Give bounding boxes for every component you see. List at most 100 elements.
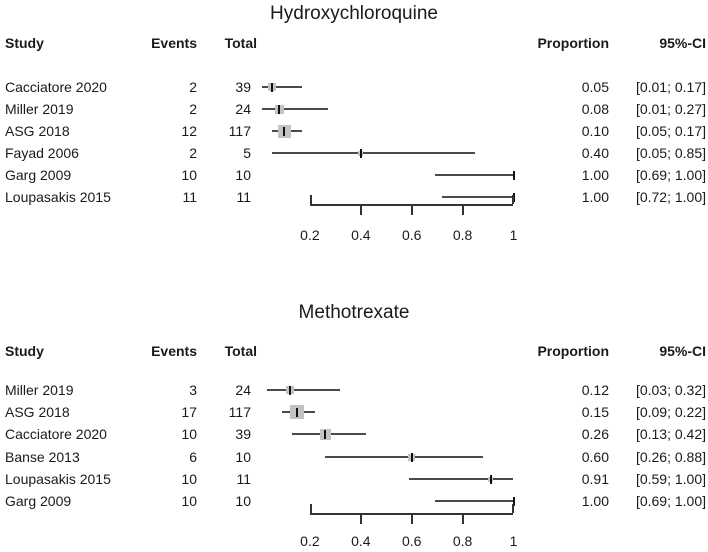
study-total: 117 (228, 123, 251, 139)
study-name: Miller 2019 (5, 101, 74, 117)
point-estimate-tick (278, 105, 281, 114)
study-proportion: 0.91 (581, 471, 609, 487)
x-axis-tick (410, 206, 413, 215)
study-events: 10 (181, 493, 197, 509)
study-ci: [0.01; 0.27] (635, 101, 706, 117)
study-ci: [0.13; 0.42] (635, 426, 706, 442)
point-estimate-tick (512, 497, 515, 506)
study-events: 11 (182, 189, 197, 205)
ci-line (325, 456, 483, 458)
col-header-ci: 95%-CI (659, 343, 706, 359)
study-name: Loupasakis 2015 (5, 189, 111, 205)
point-estimate-tick (283, 127, 286, 136)
study-events: 2 (189, 79, 197, 95)
study-total: 10 (235, 167, 251, 183)
study-proportion: 0.10 (581, 123, 609, 139)
x-axis-tick-label: 0.6 (401, 533, 422, 549)
x-axis-end-tick (309, 195, 312, 204)
x-axis-tick-label: 0.8 (452, 227, 473, 243)
study-events: 10 (181, 426, 197, 442)
study-total: 11 (236, 471, 251, 487)
study-name: ASG 2018 (5, 123, 70, 139)
point-estimate-tick (512, 171, 515, 180)
study-total: 24 (235, 101, 251, 117)
study-name: Miller 2019 (5, 382, 74, 398)
study-name: Banse 2013 (5, 449, 80, 465)
study-total: 24 (235, 382, 251, 398)
study-proportion: 0.15 (581, 404, 609, 420)
col-header-study: Study (5, 35, 44, 51)
x-axis-tick (461, 515, 464, 524)
ci-line (434, 174, 514, 176)
x-axis-tick (410, 515, 413, 524)
ci-line (271, 152, 476, 154)
study-proportion: 0.40 (581, 145, 609, 161)
study-ci: [0.05; 0.85] (635, 145, 706, 161)
point-estimate-tick (489, 475, 492, 484)
x-axis-tick-label: 1 (509, 533, 518, 549)
study-proportion: 0.60 (581, 449, 609, 465)
col-header-total: Total (224, 343, 257, 359)
study-name: Fayad 2006 (5, 145, 79, 161)
ci-line (409, 478, 514, 480)
study-name: Garg 2009 (5, 167, 72, 183)
col-header-total: Total (224, 35, 257, 51)
ci-line (261, 86, 303, 88)
x-axis-end-tick (511, 195, 514, 204)
point-estimate-tick (410, 453, 413, 462)
point-estimate-tick (288, 386, 291, 395)
col-header-events: Events (151, 35, 197, 51)
ci-line (434, 500, 514, 502)
study-ci: [0.09; 0.22] (635, 404, 706, 420)
study-events: 10 (181, 471, 197, 487)
point-estimate-tick (359, 149, 362, 158)
study-total: 39 (235, 426, 251, 442)
study-total: 5 (243, 145, 251, 161)
point-estimate-tick (512, 193, 515, 202)
study-total: 39 (235, 79, 251, 95)
study-ci: [0.05; 0.17] (635, 123, 706, 139)
col-header-events: Events (151, 343, 197, 359)
ci-line (442, 196, 514, 198)
study-events: 2 (189, 145, 197, 161)
x-axis-end-tick (511, 504, 514, 513)
x-axis-tick-label: 0.2 (300, 227, 320, 243)
x-axis-tick-label: 0.8 (452, 533, 473, 549)
study-proportion: 1.00 (581, 493, 609, 509)
point-estimate-tick (324, 430, 327, 439)
point-estimate-tick (270, 83, 273, 92)
col-header-study: Study (5, 343, 44, 359)
x-axis-tick-label: 0.4 (351, 533, 371, 549)
study-proportion: 0.05 (581, 79, 609, 95)
study-name: Loupasakis 2015 (5, 471, 111, 487)
study-name: Cacciatore 2020 (5, 79, 107, 95)
study-total: 10 (235, 449, 251, 465)
study-name: ASG 2018 (5, 404, 70, 420)
study-events: 10 (181, 167, 197, 183)
study-events: 12 (181, 123, 197, 139)
study-ci: [0.59; 1.00] (635, 471, 706, 487)
study-events: 2 (189, 101, 197, 117)
x-axis-tick-label: 1 (509, 227, 518, 243)
x-axis-tick (461, 206, 464, 215)
study-proportion: 0.08 (581, 101, 609, 117)
study-events: 17 (181, 404, 197, 420)
study-ci: [0.69; 1.00] (635, 167, 706, 183)
x-axis-tick-label: 0.2 (300, 533, 320, 549)
col-header-proportion: Proportion (537, 35, 609, 51)
x-axis-tick-label: 0.6 (401, 227, 422, 243)
x-axis-tick (359, 206, 362, 215)
study-name: Garg 2009 (5, 493, 72, 509)
study-proportion: 0.26 (581, 426, 609, 442)
study-total: 10 (235, 493, 251, 509)
col-header-proportion: Proportion (537, 343, 609, 359)
x-axis-line (309, 513, 514, 515)
study-name: Cacciatore 2020 (5, 426, 107, 442)
study-proportion: 1.00 (581, 189, 609, 205)
ci-line (261, 108, 328, 110)
panel-title: Methotrexate (298, 302, 410, 323)
x-axis-tick (359, 515, 362, 524)
x-axis-tick-label: 0.4 (351, 227, 371, 243)
study-ci: [0.69; 1.00] (635, 493, 706, 509)
